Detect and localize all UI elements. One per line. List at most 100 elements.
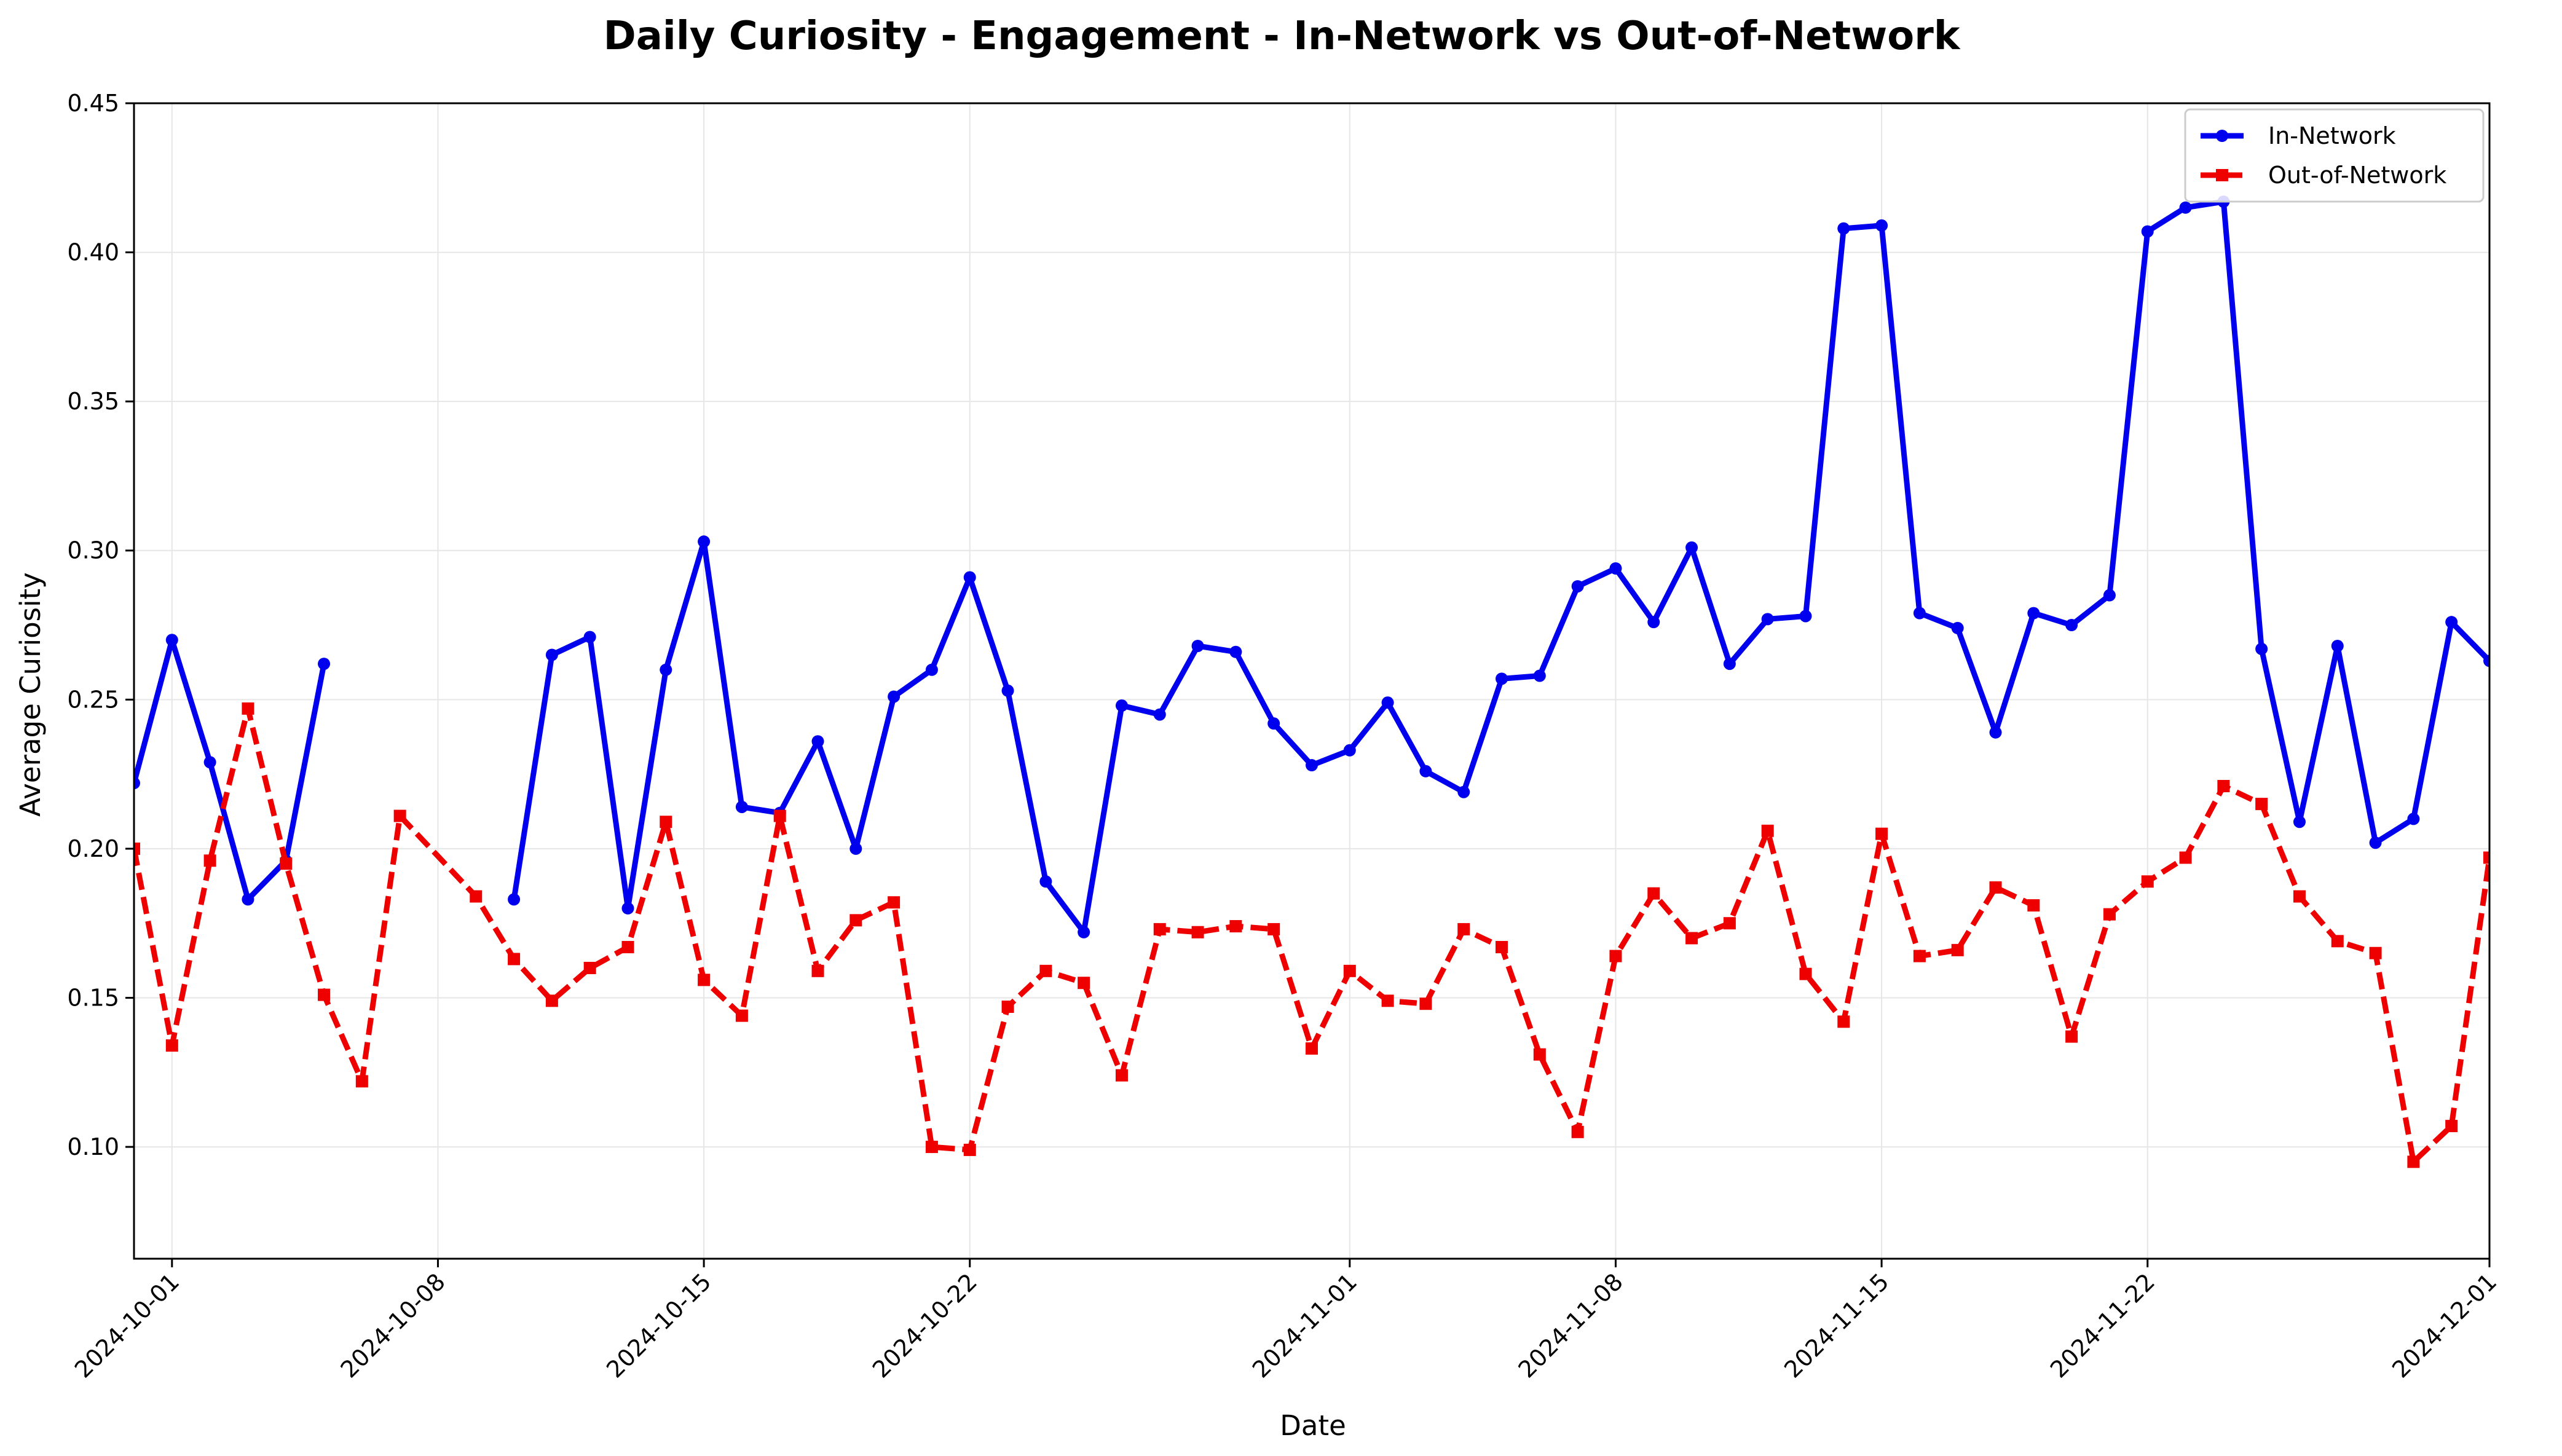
data-point-in-network xyxy=(165,634,178,647)
data-point-out-of-network xyxy=(698,974,711,986)
data-point-in-network xyxy=(318,658,331,671)
data-point-in-network xyxy=(925,663,938,676)
data-point-out-of-network xyxy=(393,809,406,822)
data-point-in-network xyxy=(1609,562,1622,575)
legend: In-Network Out-of-Network xyxy=(2184,108,2485,203)
data-point-out-of-network xyxy=(2369,946,2382,959)
data-point-in-network xyxy=(2483,655,2489,667)
y-axis-label: Average Curiosity xyxy=(14,572,47,817)
data-point-in-network xyxy=(660,663,672,676)
data-point-out-of-network xyxy=(2103,908,2116,921)
legend-label-in-network: In-Network xyxy=(2268,122,2396,149)
data-point-out-of-network xyxy=(1875,827,1888,840)
data-point-out-of-network xyxy=(355,1075,368,1088)
data-point-in-network xyxy=(1306,759,1318,772)
data-point-out-of-network xyxy=(773,809,786,822)
data-point-out-of-network xyxy=(470,890,483,903)
data-point-in-network xyxy=(1761,613,1774,626)
data-point-in-network xyxy=(1191,639,1204,652)
data-point-in-network xyxy=(545,648,558,661)
data-point-out-of-network xyxy=(2331,935,2344,948)
data-point-in-network xyxy=(1723,658,1736,671)
y-tick-label: 0.25 xyxy=(67,686,119,713)
data-point-out-of-network xyxy=(1723,917,1736,930)
data-point-out-of-network xyxy=(621,941,634,954)
data-point-out-of-network xyxy=(318,988,331,1001)
data-point-in-network xyxy=(1457,785,1470,798)
data-point-in-network xyxy=(2407,813,2420,825)
data-point-out-of-network xyxy=(508,953,521,966)
data-point-out-of-network xyxy=(1078,977,1090,990)
data-point-out-of-network xyxy=(2445,1120,2458,1133)
data-point-out-of-network xyxy=(2141,875,2154,888)
data-point-out-of-network xyxy=(888,896,901,909)
plot-series xyxy=(134,195,2489,1168)
data-point-in-network xyxy=(735,800,748,813)
data-point-out-of-network xyxy=(1647,887,1660,900)
y-axis-ticks: 0.10 0.15 0.20 0.25 0.30 0.35 0.40 0.45 xyxy=(67,90,134,1160)
data-point-in-network xyxy=(583,631,596,643)
data-point-out-of-network xyxy=(1685,932,1698,945)
legend-label-out-of-network: Out-of-Network xyxy=(2268,162,2446,189)
data-point-in-network xyxy=(811,735,824,748)
data-point-out-of-network xyxy=(1533,1048,1546,1061)
data-point-out-of-network xyxy=(849,914,862,927)
data-point-out-of-network xyxy=(1989,881,2002,894)
legend-marker-out-of-network xyxy=(2216,169,2228,181)
data-point-out-of-network xyxy=(1761,824,1774,837)
data-point-in-network xyxy=(1153,708,1166,721)
data-point-out-of-network xyxy=(280,857,293,870)
data-point-in-network xyxy=(1343,744,1356,757)
data-point-out-of-network xyxy=(165,1039,178,1052)
data-point-in-network xyxy=(2369,836,2382,849)
data-point-out-of-network xyxy=(1306,1042,1318,1055)
data-point-out-of-network xyxy=(1457,923,1470,935)
legend-box xyxy=(2184,108,2485,203)
data-point-out-of-network xyxy=(1343,964,1356,977)
data-point-out-of-network xyxy=(963,1143,976,1156)
data-point-in-network xyxy=(2027,607,2040,620)
data-point-out-of-network xyxy=(2065,1030,2078,1043)
data-point-in-network xyxy=(2255,642,2268,655)
data-point-in-network xyxy=(1913,607,1926,620)
y-tick-label: 0.35 xyxy=(67,388,119,415)
data-point-out-of-network xyxy=(660,816,672,828)
data-point-in-network xyxy=(2445,616,2458,629)
data-point-in-network xyxy=(2065,619,2078,632)
data-point-in-network xyxy=(2103,589,2116,602)
data-point-in-network xyxy=(203,756,216,769)
data-point-in-network xyxy=(1267,717,1280,730)
data-point-in-network xyxy=(698,535,711,548)
data-point-out-of-network xyxy=(925,1141,938,1154)
data-point-out-of-network xyxy=(1001,1001,1014,1013)
data-point-out-of-network xyxy=(1837,1015,1850,1028)
legend-marker-in-network xyxy=(2216,130,2228,142)
data-point-in-network xyxy=(1115,699,1128,712)
data-point-out-of-network xyxy=(2255,798,2268,811)
series-out-of-network xyxy=(134,702,2489,1168)
data-point-out-of-network xyxy=(1267,923,1280,935)
y-tick-label: 0.45 xyxy=(67,90,119,117)
data-point-out-of-network xyxy=(2217,780,2230,793)
data-point-in-network xyxy=(242,893,254,906)
data-point-in-network xyxy=(888,690,901,703)
data-point-out-of-network xyxy=(1153,923,1166,935)
y-tick-label: 0.15 xyxy=(67,984,119,1011)
data-point-in-network xyxy=(1875,219,1888,232)
data-point-in-network xyxy=(963,571,976,584)
y-tick-label: 0.40 xyxy=(67,239,119,266)
data-point-out-of-network xyxy=(583,961,596,974)
data-point-out-of-network xyxy=(2179,851,2192,864)
y-tick-label: 0.20 xyxy=(67,835,119,862)
data-point-in-network xyxy=(1685,541,1698,554)
data-point-out-of-network xyxy=(134,842,140,855)
data-point-in-network xyxy=(1078,926,1090,939)
series-in-network xyxy=(134,195,2489,939)
data-point-in-network xyxy=(1229,645,1242,658)
plot-frame xyxy=(133,102,2491,1260)
data-point-in-network xyxy=(1647,616,1660,629)
data-point-in-network xyxy=(1837,222,1850,235)
data-point-in-network xyxy=(1039,875,1052,888)
data-point-out-of-network xyxy=(1381,994,1394,1007)
data-point-out-of-network xyxy=(1951,943,1964,956)
